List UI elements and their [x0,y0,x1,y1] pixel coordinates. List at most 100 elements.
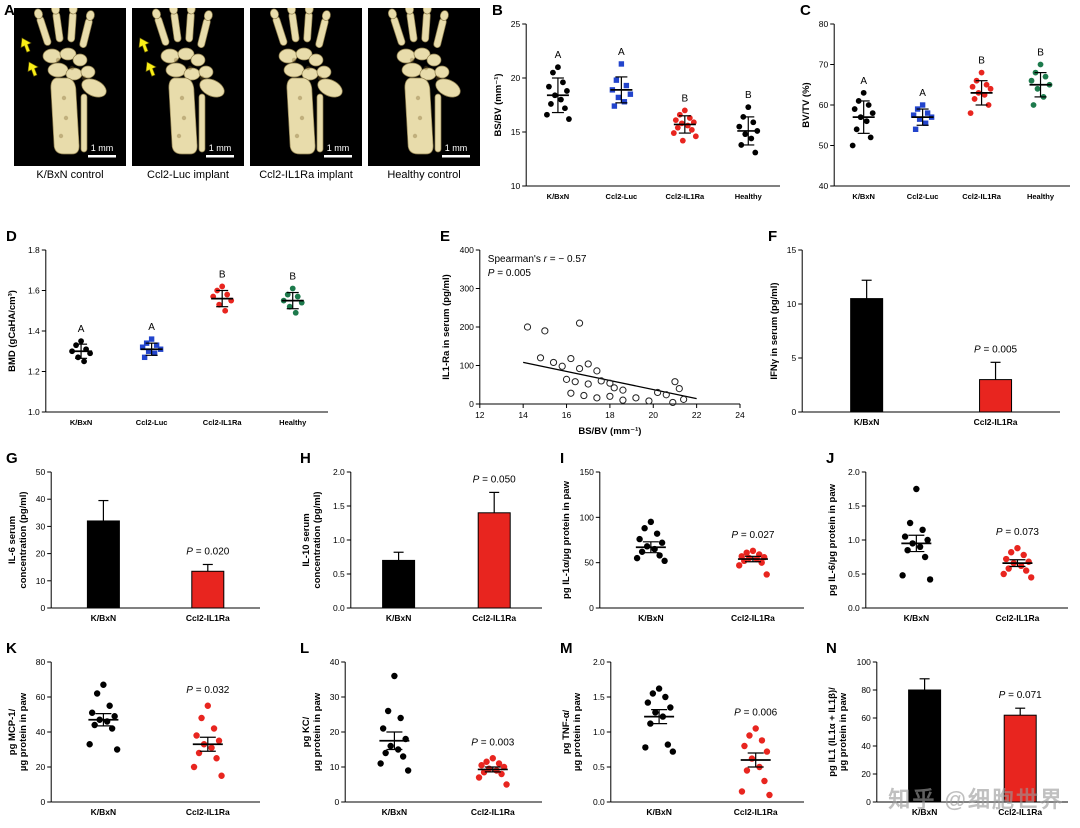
svg-text:22: 22 [692,410,702,420]
svg-text:10: 10 [330,762,340,772]
microct-scan: 1 mm Ccl2-IL1Ra implant [250,3,362,181]
svg-text:A: A [555,50,562,61]
svg-text:K/BxN: K/BxN [382,807,408,817]
svg-text:IL-6 serum: IL-6 serum [7,516,18,564]
svg-text:20: 20 [861,769,871,779]
svg-text:Ccl2-IL1Ra: Ccl2-IL1Ra [974,417,1018,427]
svg-text:Ccl2-IL1Ra: Ccl2-IL1Ra [186,613,230,623]
panel-i: I 0 50 100 150 pg IL-1α/µg protein in paw K/B… [560,450,814,634]
bone-3d-render: 1 mm [138,3,234,158]
svg-text:60: 60 [819,100,829,110]
svg-text:A: A [618,47,625,58]
svg-text:10: 10 [511,181,521,191]
svg-text:0: 0 [589,603,594,613]
chart-kc-paw: 0 10 20 30 40 pg KC/µg protein in paw K/BxN Ccl… [301,657,542,817]
panel-letter-b: B [492,2,503,19]
svg-text:BS/BV (mm⁻¹): BS/BV (mm⁻¹) [578,426,641,437]
svg-text:P = 0.005: P = 0.005 [488,268,532,279]
chart-il6-paw: 0.0 0.5 1.0 1.5 2.0 pg IL-6/µg protein in paw… [827,467,1068,623]
chart-ifng-serum: 0 5 10 15 IFNγ in serum (pg/ml) K/BxN Ccl2-IL1… [769,245,1060,427]
svg-text:2.0: 2.0 [593,657,605,667]
svg-text:pg TNF-α/: pg TNF-α/ [561,709,572,754]
bone-microct-image: 1 mm [14,3,126,166]
panel-g: G 0 10 20 30 40 50 IL-6 serum concentration (pg… [6,450,270,634]
svg-text:0: 0 [469,399,474,409]
svg-text:K/BxN: K/BxN [854,417,880,427]
svg-text:pg KC/: pg KC/ [301,716,312,747]
svg-text:80: 80 [861,685,871,695]
panel-l: L 0 10 20 30 40 pg KC/µg protein in paw K/BxN C… [300,640,552,828]
svg-text:Ccl2-IL1Ra: Ccl2-IL1Ra [472,613,516,623]
svg-text:Ccl2-Luc: Ccl2-Luc [136,418,168,427]
svg-text:IL1-Ra in serum (pg/ml): IL1-Ra in serum (pg/ml) [441,274,452,380]
svg-text:A: A [78,324,85,335]
chart-bv-tv: 40 50 60 70 80 BV/TV (%) K/BxN A Ccl2-Luc A Ccl2-I… [801,19,1070,201]
svg-text:0.5: 0.5 [848,569,860,579]
svg-text:B: B [681,93,688,104]
svg-text:20: 20 [649,410,659,420]
svg-text:Ccl2-IL1Ra: Ccl2-IL1Ra [471,807,515,817]
svg-text:Ccl2-IL1Ra: Ccl2-IL1Ra [962,192,1002,201]
bone-microct-image: 1 mm [132,3,244,166]
panel-letter-c: C [800,2,811,19]
svg-text:1.5: 1.5 [333,501,345,511]
svg-text:µg protein in paw: µg protein in paw [572,692,583,771]
panel-letter-g: G [6,450,18,467]
bone-microct-image: 1 mm [368,3,480,166]
svg-text:Ccl2-IL1Ra: Ccl2-IL1Ra [995,613,1039,623]
svg-text:0.0: 0.0 [333,603,345,613]
svg-text:15: 15 [787,245,797,255]
panel-letter-m: M [560,640,573,657]
chart-il10-serum: 0.0 0.5 1.0 1.5 2.0 IL-10 serum concentration … [301,467,542,623]
svg-text:25: 25 [511,19,521,29]
svg-text:µg protein in paw: µg protein in paw [312,692,323,771]
svg-text:0: 0 [40,797,45,807]
svg-text:0.5: 0.5 [593,762,605,772]
svg-text:Healthy: Healthy [1027,192,1055,201]
svg-text:40: 40 [861,741,871,751]
chart-bs-bv: 10 15 20 25 BS/BV (mm⁻¹) K/BxN A Ccl2-Luc A Ccl2-… [493,19,780,201]
svg-text:150: 150 [580,467,594,477]
svg-text:B: B [1037,48,1044,59]
svg-text:200: 200 [460,322,474,332]
svg-text:P = 0.020: P = 0.020 [186,546,230,557]
scan-caption: Ccl2-IL1Ra implant [259,169,353,181]
svg-text:30: 30 [330,692,340,702]
svg-text:30: 30 [36,521,46,531]
panel-letter-h: H [300,450,311,467]
svg-text:P = 0.073: P = 0.073 [996,527,1040,538]
svg-text:1 mm: 1 mm [327,143,350,153]
svg-text:B: B [219,269,226,280]
svg-text:1.0: 1.0 [848,535,860,545]
svg-text:A: A [148,322,155,333]
svg-text:pg IL1 (IL1α + IL1β)/: pg IL1 (IL1α + IL1β)/ [827,687,838,777]
svg-text:Ccl2-IL1Ra: Ccl2-IL1Ra [734,807,778,817]
panel-letter-n: N [826,640,837,657]
microct-scan: 1 mm Healthy control [368,3,480,181]
svg-text:A: A [919,88,926,99]
svg-text:P = 0.005: P = 0.005 [974,344,1018,355]
panel-k: K 0 20 40 60 80 pg MCP-1/µg protein in paw K/B… [6,640,270,828]
svg-text:2.0: 2.0 [333,467,345,477]
svg-text:40: 40 [36,494,46,504]
svg-text:pg IL-6/µg protein in paw: pg IL-6/µg protein in paw [827,483,838,596]
svg-text:300: 300 [460,284,474,294]
svg-text:40: 40 [330,657,340,667]
panel-letter-i: I [560,450,565,467]
svg-text:P = 0.003: P = 0.003 [471,737,515,748]
svg-text:1.8: 1.8 [28,245,40,255]
svg-text:B: B [289,271,296,282]
svg-text:A: A [860,76,867,87]
svg-text:0.0: 0.0 [848,603,860,613]
panel-b: B 10 15 20 25 BS/BV (mm⁻¹) K/BxN A Ccl2-Luc A Ccl… [492,2,788,214]
svg-text:14: 14 [518,410,528,420]
svg-text:P = 0.006: P = 0.006 [734,708,778,719]
svg-text:K/BxN: K/BxN [91,807,117,817]
erosion-arrows-icon [20,37,39,77]
svg-text:Ccl2-IL1Ra: Ccl2-IL1Ra [186,807,230,817]
svg-text:IL-10 serum: IL-10 serum [301,513,312,566]
svg-text:Healthy: Healthy [735,192,763,201]
panel-n: N 0 20 40 60 80 100 pg IL1 (IL1α + IL1β)/µg pr… [826,640,1078,828]
svg-text:K/BxN: K/BxN [547,192,570,201]
